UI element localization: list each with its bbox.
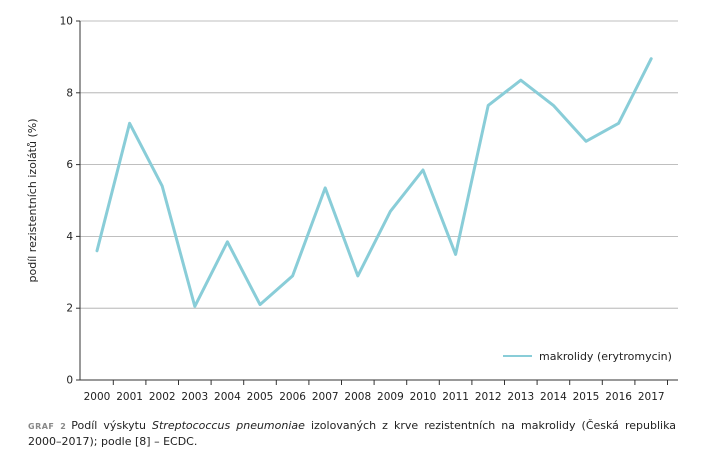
grid-lines (80, 20, 678, 309)
x-tick-label: 2017 (638, 391, 665, 403)
x-tick-label: 2015 (573, 391, 600, 403)
series-lines (95, 57, 653, 308)
legend: makrolidy (erytromycin) (503, 350, 672, 363)
x-tick-label: 2011 (442, 391, 469, 403)
y-tick-labels: 0 2 4 6 8 10 (60, 16, 74, 387)
y-axis-label: podíl rezistentních izolátů (%) (26, 119, 39, 283)
line-chart: 0 2 4 6 8 10 2000 2001 2002 2003 2004 2005 2006 2007… (26, 16, 678, 403)
data-point (193, 305, 196, 308)
data-point (617, 122, 620, 125)
x-tick-label: 2010 (410, 391, 437, 403)
caption-text-after: izolovaných z krve rezistentních na makr… (28, 419, 676, 448)
y-tick-label: 0 (66, 375, 73, 387)
x-tick-label: 2005 (247, 391, 274, 403)
data-point (96, 249, 99, 252)
data-point (389, 210, 392, 213)
data-point (291, 274, 294, 277)
legend-label: makrolidy (erytromycin) (539, 350, 672, 363)
x-tick-label: 2003 (181, 391, 208, 403)
figure-caption: GRAF 2 Podíl výskytu Streptococcus pneumo… (28, 418, 676, 449)
data-point (161, 185, 164, 188)
caption-species: Streptococcus pneumoniae (152, 419, 305, 432)
x-tick-labels: 2000 2001 2002 2003 2004 2005 2006 2007 2008 2009… (84, 391, 665, 403)
y-tick-label: 2 (66, 303, 73, 315)
caption-label: GRAF 2 (28, 422, 67, 431)
x-tick-label: 2016 (605, 391, 632, 403)
x-tick-label: 2002 (149, 391, 176, 403)
y-tick-label: 6 (66, 159, 73, 171)
x-tick-label: 2004 (214, 391, 241, 403)
axes (76, 20, 678, 385)
x-tick-label: 2008 (344, 391, 371, 403)
caption-text-before: Podíl výskytu (71, 419, 152, 432)
x-tick-label: 2012 (475, 391, 502, 403)
x-tick-label: 2001 (116, 391, 143, 403)
data-point (226, 240, 229, 243)
x-tick-label: 2013 (507, 391, 534, 403)
data-point (356, 274, 359, 277)
series-line (95, 57, 653, 308)
y-tick-label: 4 (66, 231, 73, 243)
x-tick-label: 2007 (312, 391, 339, 403)
data-point (128, 122, 131, 125)
x-tick-label: 2009 (377, 391, 404, 403)
x-tick-label: 2000 (84, 391, 111, 403)
x-tick-label: 2006 (279, 391, 306, 403)
x-tick-label: 2014 (540, 391, 567, 403)
y-tick-label: 10 (60, 16, 73, 28)
data-point (519, 79, 522, 82)
data-point (487, 104, 490, 107)
y-tick-label: 8 (66, 87, 73, 99)
data-point (650, 57, 653, 60)
data-point (585, 140, 588, 143)
data-point (552, 104, 555, 107)
data-point (324, 186, 327, 189)
data-point (259, 303, 262, 306)
data-point (454, 253, 457, 256)
data-point (422, 168, 425, 171)
